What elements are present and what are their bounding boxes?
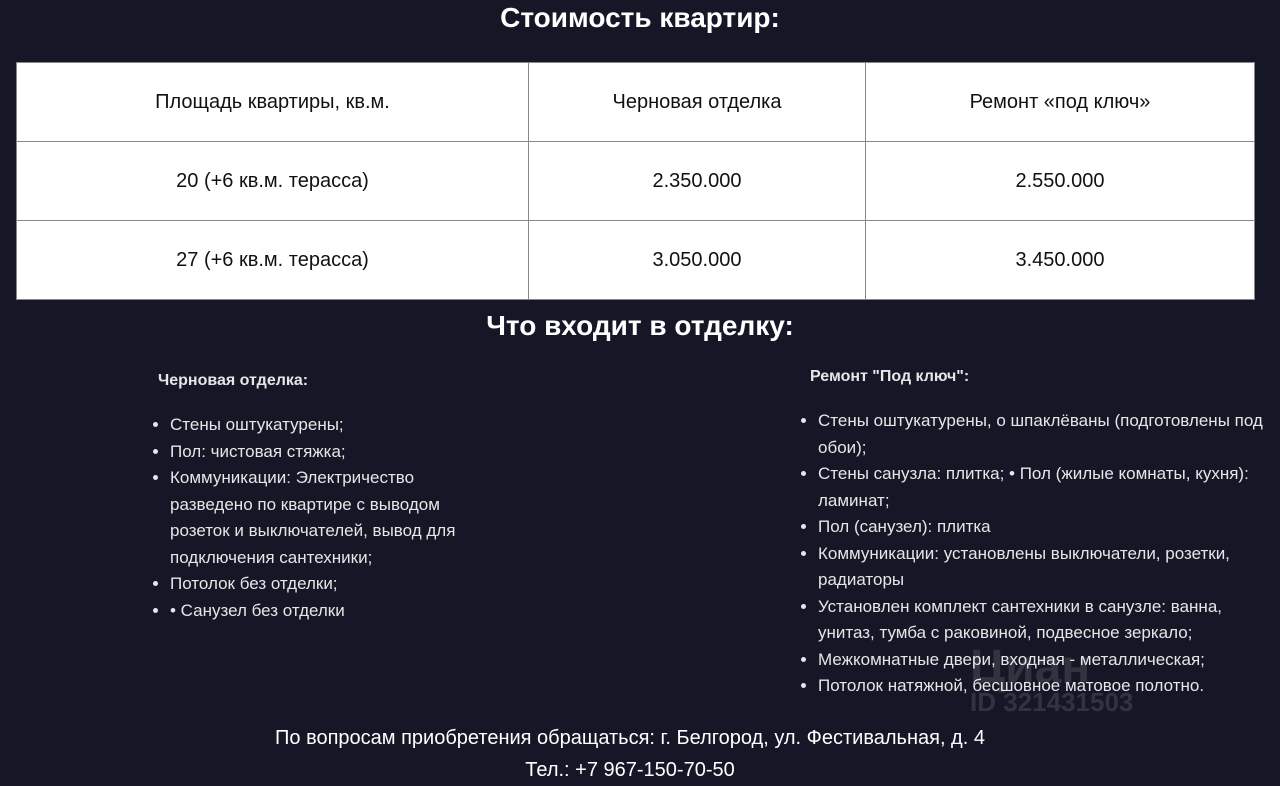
table-row: 27 (+6 кв.м. терасса) 3.050.000 3.450.00…: [16, 220, 1255, 300]
list-item: Потолок натяжной, бесшовное матовое поло…: [818, 673, 1268, 700]
table-row: 20 (+6 кв.м. терасса) 2.350.000 2.550.00…: [16, 141, 1255, 221]
header-rough: Черновая отделка: [528, 62, 866, 142]
list-item: Пол: чистовая стяжка;: [170, 439, 490, 466]
table-header-row: Площадь квартиры, кв.м. Черновая отделка…: [16, 62, 1255, 142]
list-item: Потолок без отделки;: [170, 571, 490, 598]
list-item: Стены оштукатурены;: [170, 412, 490, 439]
cell-rough-price: 3.050.000: [528, 220, 866, 300]
rough-list: Стены оштукатурены; Пол: чистовая стяжка…: [150, 412, 490, 624]
turnkey-section: Ремонт "Под ключ": Стены оштукатурены, о…: [798, 368, 1268, 700]
watermark-brand: Циан: [970, 641, 1091, 694]
price-table: Площадь квартиры, кв.м. Черновая отделка…: [16, 62, 1255, 300]
turnkey-list: Стены оштукатурены, о шпаклёваны (подгот…: [798, 408, 1268, 700]
cell-turnkey-price: 2.550.000: [865, 141, 1255, 221]
list-item: Стены оштукатурены, о шпаклёваны (подгот…: [818, 408, 1268, 461]
list-item: Стены санузла: плитка; • Пол (жилые комн…: [818, 461, 1268, 514]
contact-phone: Тел.: +7 967-150-70-50: [525, 759, 735, 781]
rough-finish-section: Черновая отделка: Стены оштукатурены; По…: [150, 372, 490, 624]
turnkey-heading: Ремонт "Под ключ":: [810, 368, 970, 385]
cell-rough-price: 2.350.000: [528, 141, 866, 221]
list-item: Межкомнатные двери, входная - металличес…: [818, 647, 1268, 674]
list-item: Установлен комплект сантехники в санузле…: [818, 594, 1268, 647]
header-area: Площадь квартиры, кв.м.: [16, 62, 529, 142]
cell-turnkey-price: 3.450.000: [865, 220, 1255, 300]
price-title: Стоимость квартир:: [500, 2, 780, 33]
header-turnkey: Ремонт «под ключ»: [865, 62, 1255, 142]
contact-address: По вопросам приобретения обращаться: г. …: [275, 727, 985, 749]
watermark-logo: Циан ID 321431503: [970, 640, 1133, 718]
cell-area: 20 (+6 кв.м. терасса): [16, 141, 529, 221]
rough-heading: Черновая отделка:: [158, 372, 309, 389]
list-item: Пол (санузел): плитка: [818, 514, 1268, 541]
list-item: • Санузел без отделки: [170, 598, 490, 625]
finish-title: Что входит в отделку:: [486, 310, 794, 341]
list-item: Коммуникации: Электричество разведено по…: [170, 465, 490, 571]
cell-area: 27 (+6 кв.м. терасса): [16, 220, 529, 300]
watermark-id: ID 321431503: [970, 687, 1134, 717]
list-item: Коммуникации: установлены выключатели, р…: [818, 541, 1268, 594]
